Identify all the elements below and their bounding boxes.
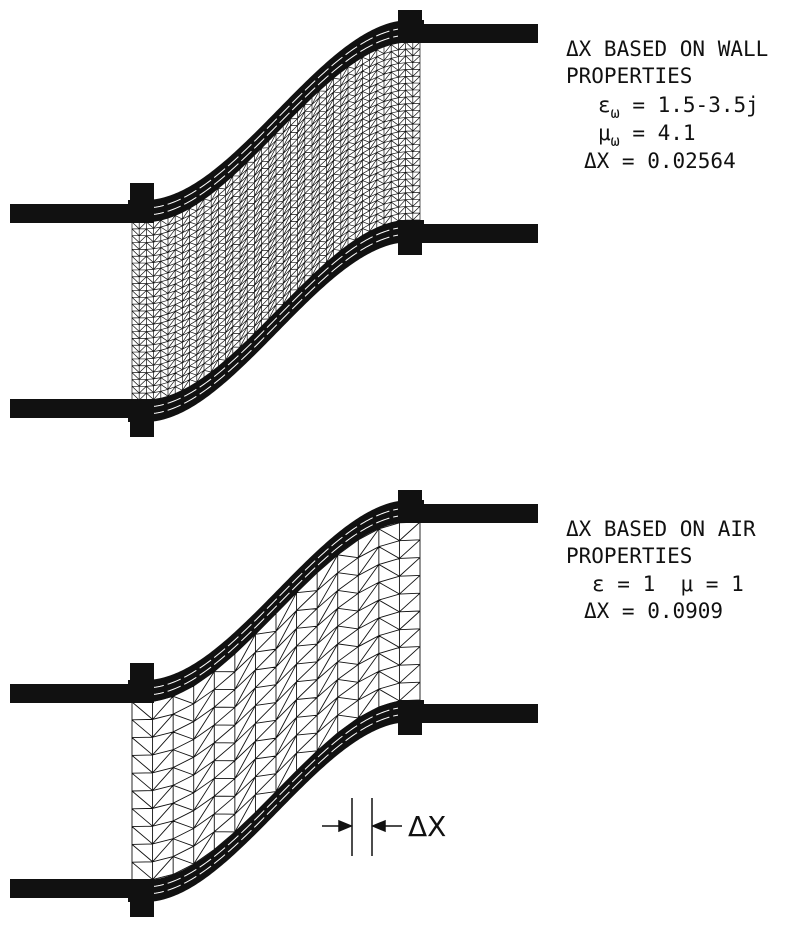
subscript: ω (611, 132, 620, 150)
delta-x-line: ΔX = 0.02564 (584, 149, 736, 173)
right-stub (420, 224, 538, 243)
right-stub (420, 704, 538, 723)
subscript: ω (611, 104, 620, 122)
flange (398, 700, 422, 735)
arrow-head (339, 821, 351, 831)
flange (130, 663, 154, 703)
flange (398, 10, 422, 43)
left-stub (10, 684, 132, 703)
waveguide-meshes (10, 10, 538, 917)
delta-x-line: ΔX = 0.0909 (584, 599, 723, 623)
flange (130, 879, 154, 917)
dimension (322, 798, 402, 856)
flange (398, 220, 422, 255)
annotation-subheading: PROPERTIES (566, 544, 692, 568)
dimension-label: ΔX (408, 810, 446, 843)
material-line: ε = 1 μ = 1 (592, 572, 744, 596)
annotation-subheading: PROPERTIES (566, 64, 692, 88)
value: = 1.5-3.5j (620, 93, 759, 117)
arrow-head (373, 821, 385, 831)
mu-line: μω = 4.1 (598, 121, 696, 150)
left-stub (10, 399, 132, 418)
annotation-heading: ΔX BASED ON AIR (566, 517, 756, 541)
left-stub (10, 204, 132, 223)
right-stub (420, 504, 538, 523)
symbol: μ (598, 121, 611, 145)
flange (398, 490, 422, 523)
value: = 4.1 (620, 121, 696, 145)
annotation-heading: ΔX BASED ON WALL (566, 37, 768, 61)
diagram: ΔX BASED ON WALL PROPERTIES εω = 1.5-3.5… (0, 0, 794, 932)
right-stub (420, 24, 538, 43)
flange (130, 399, 154, 437)
mesh (132, 42, 420, 400)
flange (130, 183, 154, 223)
epsilon-line: εω = 1.5-3.5j (598, 93, 759, 122)
left-stub (10, 879, 132, 898)
symbol: ε (598, 93, 611, 117)
